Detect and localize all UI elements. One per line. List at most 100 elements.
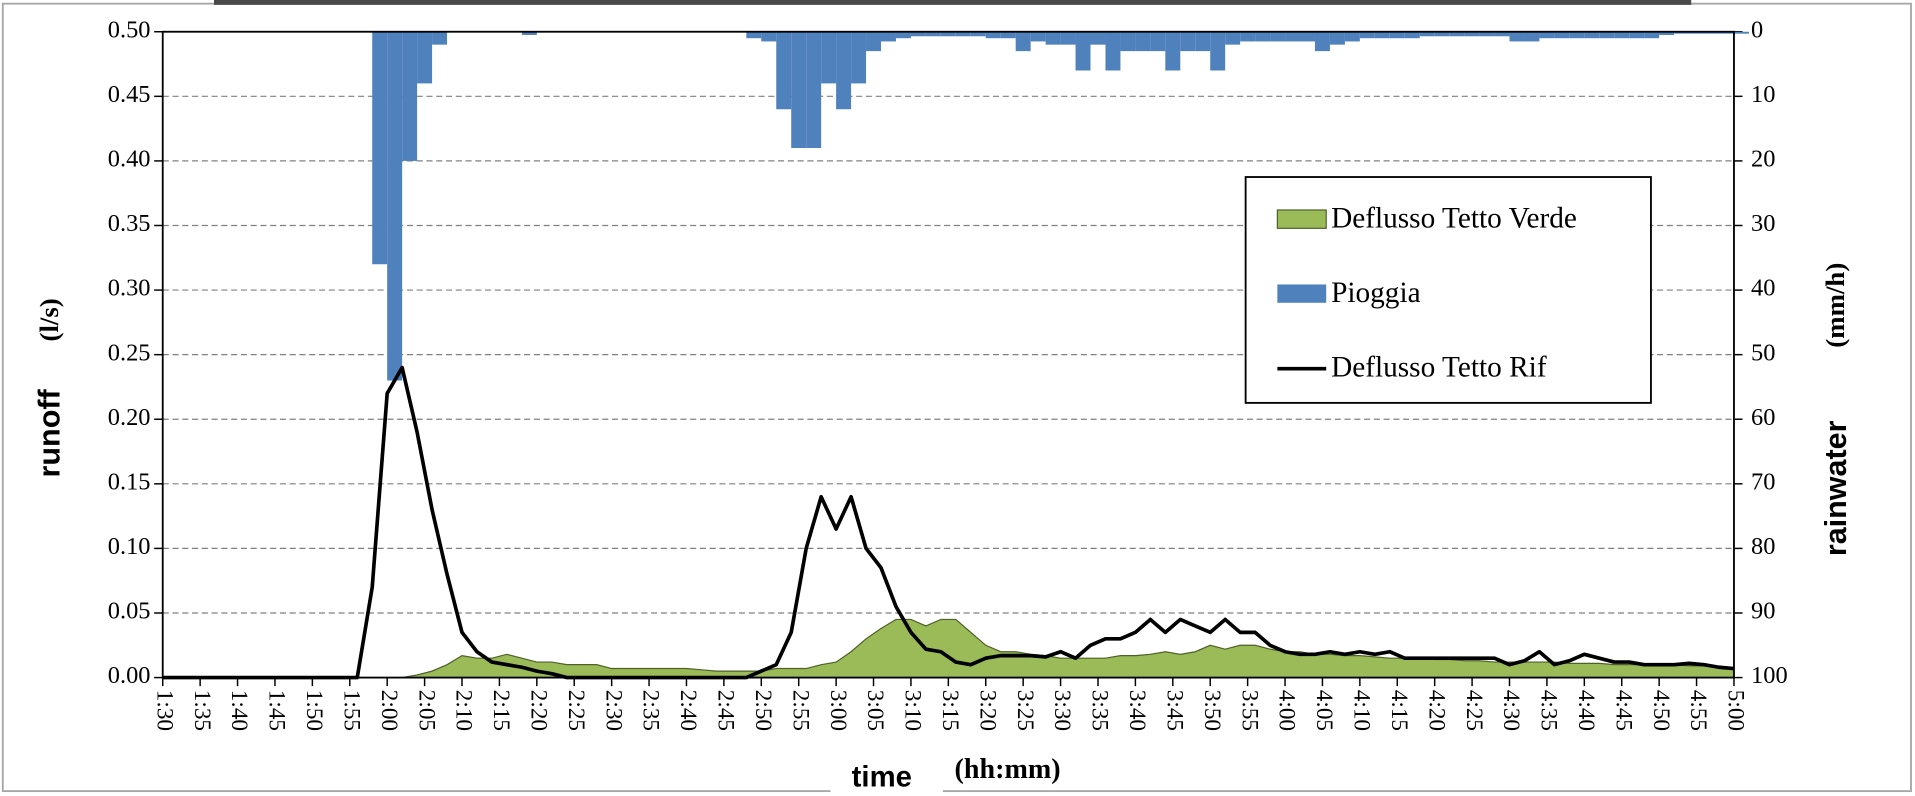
rain-bar [1075, 31, 1091, 71]
x-tick-label: 3:00 [825, 690, 851, 731]
rain-bar [851, 31, 867, 84]
x-tick-label: 4:30 [1498, 690, 1524, 731]
rain-bar [1225, 31, 1241, 45]
rain-bar [776, 31, 792, 110]
x-tick-label: 4:00 [1274, 690, 1300, 731]
rain-bar [1644, 31, 1660, 39]
x-tick-label: 4:10 [1349, 690, 1375, 731]
y-axis-label: runoff [33, 389, 67, 478]
x-tick-label: 3:55 [1236, 690, 1262, 731]
legend: Deflusso Tetto Verde Pioggia Deflusso Tett… [1244, 176, 1652, 404]
rain-bar [402, 31, 418, 161]
y-tick-label: 0.00 [108, 662, 151, 689]
y2-axis-unit: (mm/h) [1820, 263, 1850, 348]
line [162, 365, 1735, 680]
x-tick-label: 4:25 [1461, 690, 1487, 731]
x-tick-label: 2:45 [713, 690, 739, 731]
rain-bar [970, 31, 986, 37]
rain-bar [1704, 31, 1720, 34]
rain-bar [1614, 31, 1630, 39]
y2-tick-label: 60 [1751, 404, 1775, 431]
rain-bar [1449, 31, 1465, 37]
x-tick-label: 4:50 [1648, 690, 1674, 731]
rain-bar [372, 31, 388, 265]
y-axis-unit: (l/s) [34, 298, 64, 341]
x-tick-label: 3:45 [1161, 690, 1187, 731]
y-tick-label: 0.45 [108, 81, 151, 108]
legend-label: Pioggia [1331, 277, 1421, 309]
rain-bar [1733, 31, 1749, 34]
y2-tick-label: 80 [1751, 533, 1775, 560]
y2-tick-label: 10 [1751, 81, 1775, 108]
rain-bar [1195, 31, 1211, 52]
rain-bar [955, 31, 971, 37]
rain-bar [866, 31, 882, 52]
rain-bar [1135, 31, 1151, 52]
y2-tick-label: 0 [1751, 16, 1763, 43]
rain-bar [1165, 31, 1181, 71]
x-tick-label: 4:40 [1573, 690, 1599, 731]
rain-bar [940, 31, 956, 37]
x-tick-label: 1:35 [189, 690, 215, 731]
rain-bar [925, 31, 941, 37]
plot-area: 0.00 0.05 0.10 0.15 0.20 0.25 0.30 0.35 0.40 0.45… [108, 16, 1788, 731]
x-tick-label: 3:35 [1087, 690, 1113, 731]
rain-bar [1689, 31, 1705, 34]
rain-bar [1015, 31, 1031, 52]
x-tick-label: 3:50 [1199, 690, 1225, 731]
rain-bar [1030, 31, 1046, 42]
legend-swatch [1277, 284, 1327, 303]
y-tick-label: 0.35 [108, 210, 151, 237]
y-tick-label: 0.30 [108, 275, 151, 302]
y-tick-label: 0.15 [108, 468, 151, 495]
rain-bar [1479, 31, 1495, 37]
x-tick-label: 1:45 [264, 690, 290, 731]
x-tick-label: 2:30 [600, 690, 626, 731]
rain-bar [1270, 31, 1286, 42]
rain-bar [1629, 31, 1645, 39]
rain-bar [1494, 31, 1510, 37]
y2-tick-label: 30 [1751, 210, 1775, 237]
rain-bar [1150, 31, 1166, 52]
rain-bar [1464, 31, 1480, 37]
rain-bar [1210, 31, 1226, 71]
y-tick-label: 0.40 [108, 146, 151, 173]
x-tick-label: 2:55 [787, 690, 813, 731]
x-tick-label: 3:25 [1012, 690, 1038, 731]
x-tick-label: 3:15 [937, 690, 963, 731]
x-tick-label: 1:50 [301, 690, 327, 731]
rain-bar [387, 31, 403, 381]
rain-bar [1329, 31, 1345, 45]
rain-bar [1120, 31, 1136, 52]
rain-bar [1719, 31, 1734, 34]
rain-bar [1419, 31, 1435, 37]
rain-bar [1434, 31, 1450, 37]
rain-bar [1090, 31, 1106, 45]
rain-bar [1509, 31, 1525, 42]
rain-bar [1599, 31, 1615, 39]
rain-bar [1000, 31, 1016, 39]
rain-bar [1285, 31, 1301, 42]
x-tick-label: 1:40 [226, 690, 252, 731]
rain-bar [1569, 31, 1585, 39]
x-tick-label: 2:15 [488, 690, 514, 731]
y2-tick-label: 90 [1751, 598, 1775, 625]
area [162, 618, 1735, 679]
rain-bar [1374, 31, 1390, 39]
rain-bar [1539, 31, 1555, 39]
rain-bar [1255, 31, 1271, 42]
y2-tick-label: 100 [1751, 662, 1788, 689]
x-tick-label: 2:05 [413, 690, 439, 731]
legend-label: Deflusso Tetto Rif [1331, 352, 1547, 384]
y-tick-label: 0.05 [108, 598, 151, 625]
rain-bar [1404, 31, 1420, 39]
x-tick-label: 4:45 [1610, 690, 1636, 731]
rain-bar [761, 31, 777, 42]
x-tick-label: 4:20 [1423, 690, 1449, 731]
x-tick-label: 2:00 [376, 690, 402, 731]
rain-bar [746, 31, 762, 39]
rain-bar [1554, 31, 1570, 39]
x-tick-label: 5:00 [1723, 690, 1749, 731]
rain-bar [910, 31, 926, 37]
